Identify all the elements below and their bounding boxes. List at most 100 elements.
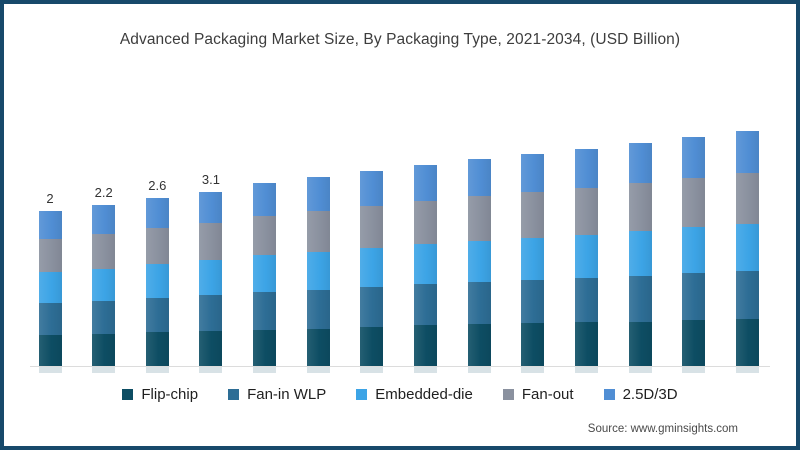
bar-segment-fan-out — [682, 178, 706, 227]
bar-segment-2-5d-3d — [628, 143, 652, 183]
legend-item-flip-chip: Flip-chip — [122, 386, 198, 403]
bar-segment-fan-in-wlp — [628, 276, 652, 322]
legend-swatch-fan-in-wlp — [228, 389, 240, 400]
bar-segment-flip-chip — [628, 322, 652, 366]
bar-segment-flip-chip — [38, 335, 62, 366]
bar-segment-fan-out — [38, 239, 62, 272]
bar-segment-embedded-die — [199, 260, 223, 295]
legend-label-flip-chip: Flip-chip — [141, 386, 199, 403]
bar-segment-fan-out — [306, 211, 330, 252]
bar-2034 — [735, 131, 759, 366]
bar-value-label-2023: 2.6 — [148, 178, 167, 193]
bar-segment-embedded-die — [735, 224, 759, 271]
bar-segment-2-5d-3d — [575, 149, 598, 188]
bar-segment-fan-out — [521, 192, 545, 238]
bar-segment-fan-out — [145, 228, 169, 264]
legend-label-fan-in-wlp: Fan-in WLP — [247, 386, 327, 403]
bar-shadow — [467, 367, 491, 373]
chart-title: Advanced Packaging Market Size, By Packa… — [119, 31, 681, 48]
bar-segment-embedded-die — [38, 272, 62, 303]
bar-segment-flip-chip — [253, 330, 277, 366]
bar-segment-fan-out — [735, 173, 759, 224]
bar-segment-flip-chip — [735, 319, 759, 366]
bar-segment-fan-in-wlp — [575, 278, 598, 322]
bar-segment-flip-chip — [306, 329, 330, 366]
bar-2033 — [682, 137, 706, 366]
bar-segment-embedded-die — [414, 244, 438, 284]
bar-shadow — [199, 367, 223, 373]
bar-segment-embedded-die — [145, 264, 169, 298]
legend-label-embedded-die: Embedded-die — [375, 386, 473, 403]
bar-2028 — [414, 165, 438, 366]
bar-segment-flip-chip — [521, 323, 545, 366]
bar-value-label-2021: 2 — [46, 191, 54, 206]
bar-2027 — [360, 171, 384, 366]
bar-2022 — [92, 205, 116, 366]
bar-2029 — [467, 159, 491, 366]
bar-segment-flip-chip — [682, 320, 706, 366]
bar-shadow — [145, 367, 169, 373]
bar-segment-embedded-die — [92, 269, 116, 301]
bar-value-label-2022: 2.2 — [94, 185, 113, 200]
bar-segment-fan-out — [92, 234, 116, 269]
bar-segment-embedded-die — [467, 241, 491, 282]
bar-segment-fan-in-wlp — [199, 295, 223, 331]
bar-segment-flip-chip — [467, 324, 491, 366]
legend-item-2-5d-3d: 2.5D/3D — [603, 386, 678, 403]
bar-segment-embedded-die — [306, 252, 330, 290]
bar-2025 — [253, 183, 277, 366]
bar-shadow — [735, 367, 759, 373]
bar-segment-embedded-die — [253, 255, 277, 292]
bar-segment-fan-in-wlp — [306, 290, 330, 329]
bar-shadow — [360, 367, 384, 373]
legend-label-2-5d-3d: 2.5D/3D — [622, 386, 678, 403]
bar-segment-2-5d-3d — [682, 137, 706, 178]
bar-segment-2-5d-3d — [467, 159, 491, 196]
bar-segment-fan-in-wlp — [145, 298, 169, 332]
legend-item-embedded-die: Embedded-die — [356, 386, 473, 403]
bar-segment-flip-chip — [92, 334, 116, 366]
bar-value-label-2024: 3.1 — [201, 172, 220, 187]
bar-segment-2-5d-3d — [199, 192, 223, 223]
bar-segment-embedded-die — [575, 235, 598, 278]
bar-segment-2-5d-3d — [253, 183, 277, 216]
bar-segment-flip-chip — [414, 325, 438, 366]
bar-segment-embedded-die — [360, 248, 384, 287]
bar-shadow — [306, 367, 330, 373]
bar-segment-2-5d-3d — [360, 171, 384, 206]
bar-2032 — [628, 143, 652, 366]
bar-segment-embedded-die — [682, 227, 706, 273]
bar-segment-2-5d-3d — [38, 211, 62, 239]
bar-segment-2-5d-3d — [414, 165, 438, 201]
bar-segment-flip-chip — [575, 322, 598, 366]
bar-shadow — [38, 367, 62, 373]
bar-segment-embedded-die — [521, 238, 545, 280]
bar-segment-fan-in-wlp — [414, 284, 438, 325]
legend-swatch-fan-out — [502, 389, 514, 400]
bar-segment-fan-in-wlp — [467, 282, 491, 324]
bar-shadow — [575, 367, 598, 373]
bar-shadow — [92, 367, 116, 373]
legend-label-fan-out: Fan-out — [521, 386, 574, 403]
legend-swatch-flip-chip — [122, 389, 134, 400]
bar-segment-2-5d-3d — [92, 205, 116, 234]
legend: Flip-chip Fan-in WLP Embedded-die Fan-out 2.… — [0, 386, 800, 403]
bar-shadow — [253, 367, 277, 373]
bar-segment-2-5d-3d — [145, 198, 169, 228]
bar-segment-2-5d-3d — [735, 131, 759, 173]
bar-shadow — [521, 367, 545, 373]
bar-segment-embedded-die — [628, 231, 652, 276]
bar-2026 — [306, 177, 330, 366]
legend-swatch-embedded-die — [356, 389, 368, 400]
bar-segment-flip-chip — [199, 331, 223, 366]
bar-segment-fan-in-wlp — [38, 303, 62, 335]
legend-swatch-2-5d-3d — [603, 389, 615, 400]
bar-segment-fan-out — [414, 201, 438, 244]
bar-segment-fan-in-wlp — [92, 301, 116, 334]
bar-shadow — [682, 367, 706, 373]
bar-2024 — [199, 192, 223, 366]
bar-shadow — [414, 367, 438, 373]
bar-segment-fan-out — [628, 183, 652, 231]
bar-segment-2-5d-3d — [306, 177, 330, 211]
